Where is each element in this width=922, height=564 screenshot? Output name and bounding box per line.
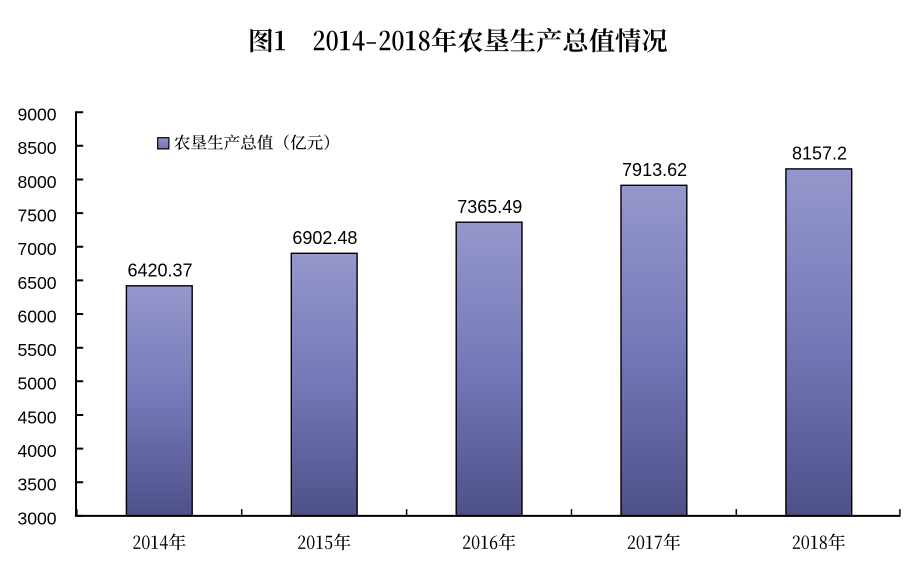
svg-text:3500: 3500 bbox=[17, 475, 56, 495]
svg-text:6420.37: 6420.37 bbox=[127, 261, 192, 281]
svg-text:8000: 8000 bbox=[17, 172, 56, 192]
svg-text:8500: 8500 bbox=[17, 138, 56, 158]
svg-text:9000: 9000 bbox=[17, 105, 56, 125]
svg-text:7000: 7000 bbox=[17, 239, 56, 259]
svg-text:3000: 3000 bbox=[17, 508, 56, 528]
svg-text:4500: 4500 bbox=[17, 407, 56, 427]
svg-text:5000: 5000 bbox=[17, 374, 56, 394]
svg-text:8157.2: 8157.2 bbox=[792, 144, 847, 164]
svg-text:7913.62: 7913.62 bbox=[622, 160, 687, 180]
svg-text:7500: 7500 bbox=[17, 206, 56, 226]
svg-text:6902.48: 6902.48 bbox=[292, 228, 357, 248]
svg-text:7365.49: 7365.49 bbox=[457, 197, 522, 217]
svg-text:6500: 6500 bbox=[17, 273, 56, 293]
svg-text:5500: 5500 bbox=[17, 340, 56, 360]
svg-text:6000: 6000 bbox=[17, 306, 56, 326]
svg-text:4000: 4000 bbox=[17, 441, 56, 461]
